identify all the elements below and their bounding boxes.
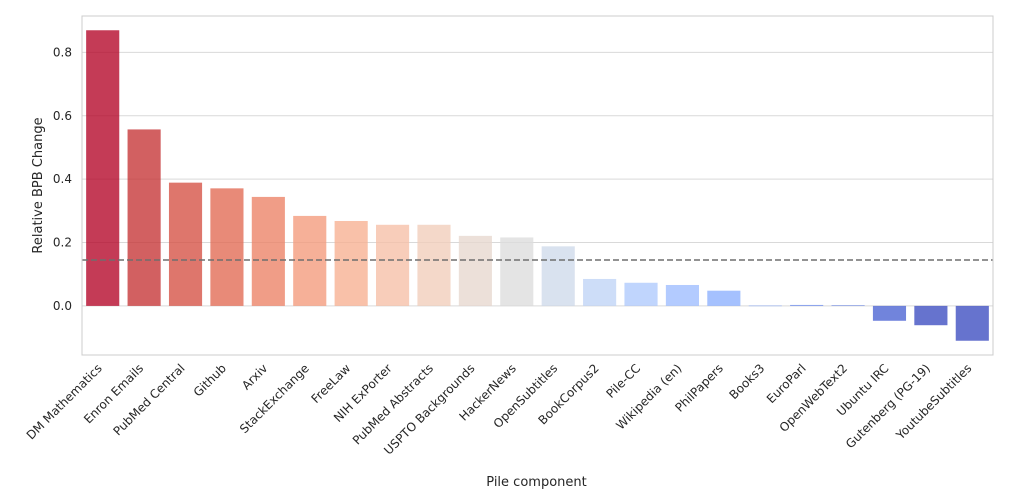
x-tick-label: DM Mathematics <box>24 361 105 442</box>
y-tick-label: 0.0 <box>53 299 72 313</box>
bar <box>955 305 989 341</box>
bar <box>583 278 617 306</box>
x-tick-label: PubMed Central <box>110 361 187 438</box>
bar <box>500 237 534 306</box>
bar <box>914 305 948 326</box>
bar <box>831 305 865 306</box>
x-axis-label: Pile component <box>486 475 586 490</box>
y-axis-label: Relative BPB Change <box>31 117 46 253</box>
x-tick-label: Github <box>191 361 229 399</box>
bar <box>127 129 161 306</box>
bar <box>293 215 327 306</box>
bar <box>624 282 658 306</box>
y-tick-label: 0.6 <box>53 109 72 123</box>
y-tick-label: 0.8 <box>53 45 72 59</box>
y-tick-labels: 0.0 0.2 0.4 0.6 0.8 <box>53 45 72 312</box>
bar <box>458 235 492 306</box>
bar <box>665 284 699 306</box>
bar <box>748 305 782 307</box>
bar <box>86 30 120 306</box>
bar <box>251 196 285 306</box>
x-tick-label: YoutubeSubtitles <box>893 361 975 443</box>
bar <box>334 220 368 306</box>
bar <box>707 290 741 306</box>
bar <box>376 224 410 306</box>
bars <box>86 30 989 341</box>
bar <box>541 246 575 306</box>
bar <box>790 304 824 306</box>
bar <box>168 182 203 306</box>
bar <box>210 188 244 306</box>
bar <box>417 224 451 306</box>
plot-frame <box>81 15 994 356</box>
bar <box>872 305 907 321</box>
y-tick-label: 0.2 <box>53 236 72 250</box>
x-tick-label: Books3 <box>727 361 768 402</box>
x-tick-label: Arxiv <box>239 361 270 392</box>
y-tick-label: 0.4 <box>53 172 72 186</box>
x-tick-label: Pile-CC <box>603 361 643 401</box>
